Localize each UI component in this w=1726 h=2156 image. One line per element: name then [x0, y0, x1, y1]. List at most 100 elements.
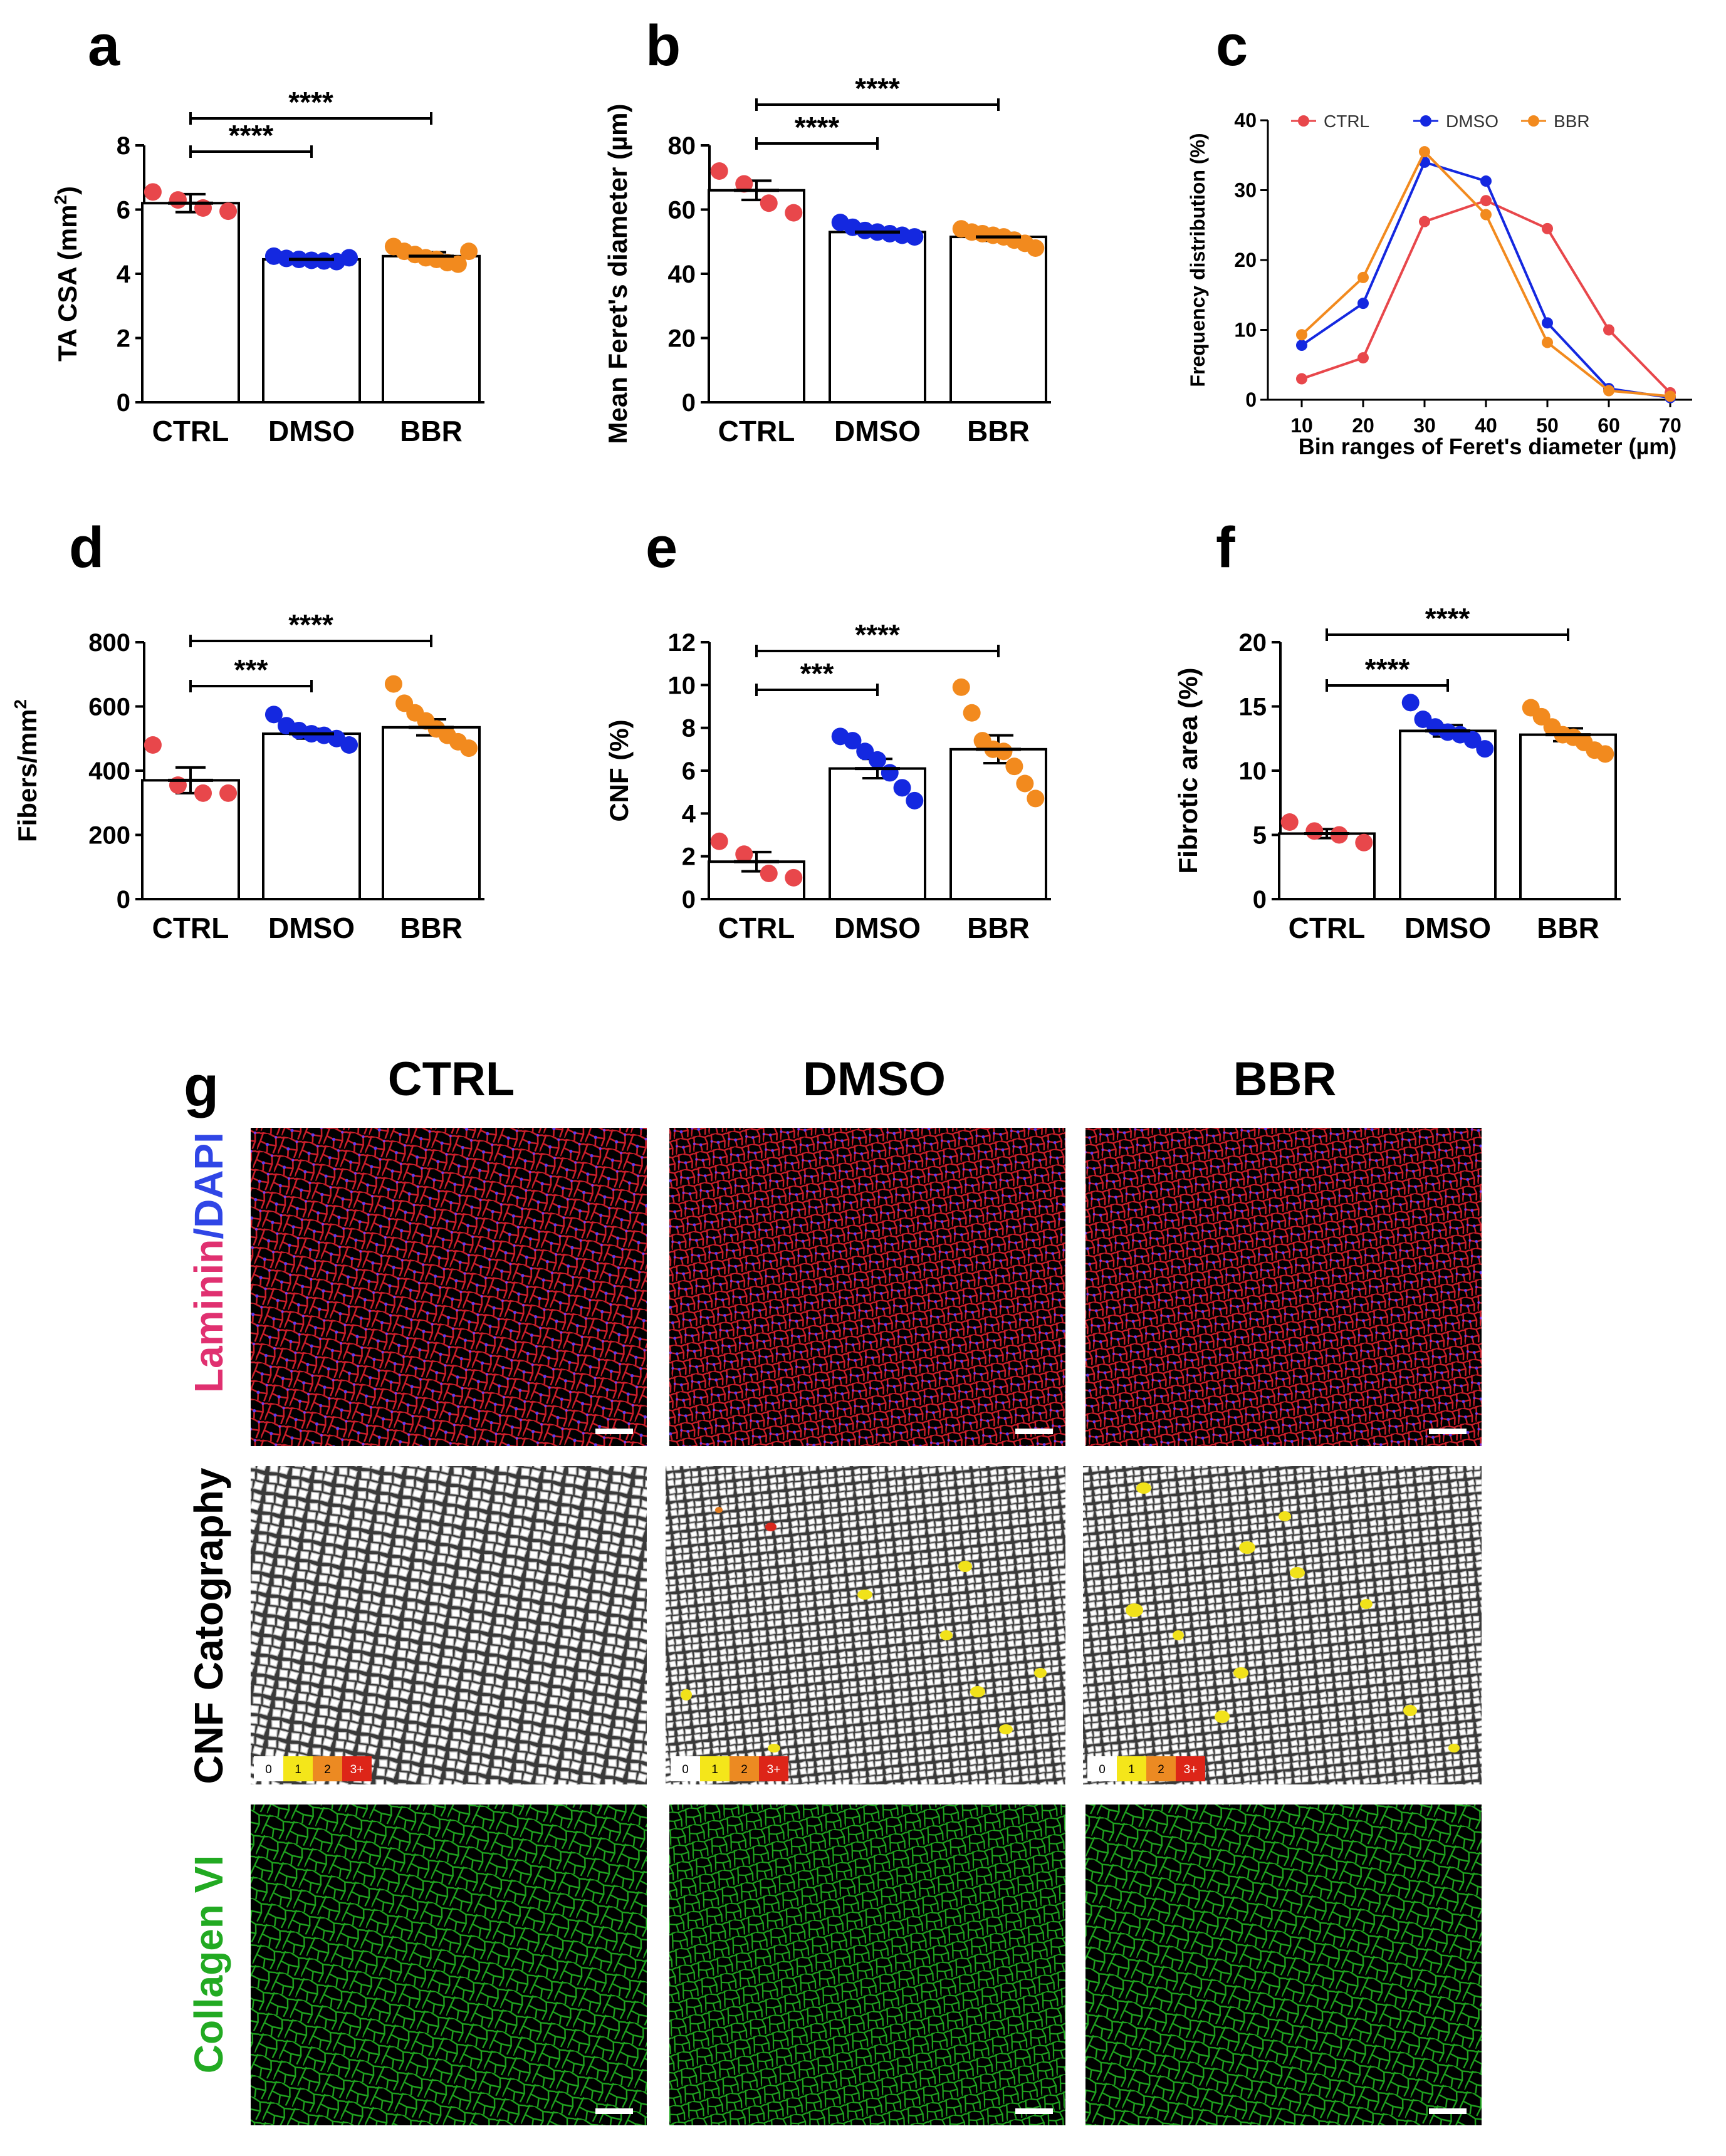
data-point-dmso	[1401, 694, 1420, 712]
scale-bar	[1015, 2108, 1053, 2114]
chart-f: 0 5 10 15 20 Fibrotic area (%) CTRL DMSO BBR ****…	[1173, 602, 1621, 944]
y-axis-label: TA CSA (mm2)	[51, 186, 82, 362]
category-label-dmso: DMSO	[834, 912, 921, 944]
legend-label-dmso: DMSO	[1446, 112, 1498, 131]
series-point-dmso	[1296, 340, 1307, 352]
series-line-ctrl	[1301, 199, 1671, 394]
g-col-ctrl: CTRL	[388, 1053, 515, 1106]
data-point-bbr	[995, 742, 1013, 761]
y-axis-label: Mean Feret's diameter (µm)	[603, 103, 632, 444]
data-point-ctrl	[144, 183, 162, 201]
bar-bbr	[949, 747, 1047, 901]
significance-label: ****	[288, 608, 333, 641]
y-axis-label-text: CNF (%)	[604, 719, 634, 821]
x-tick-label: 70	[1659, 414, 1682, 437]
series-point-bbr	[1665, 390, 1676, 402]
data-point-dmso	[906, 791, 924, 810]
data-point-bbr	[1016, 774, 1034, 793]
cnf-key-label: 3+	[767, 1763, 781, 1776]
significance-label: ****	[855, 618, 900, 651]
chart-b: 0 20 40 60 80 Mean Feret's diameter (µm) CTRL D…	[603, 72, 1051, 447]
g-row-laminin-label: Laminin/DAPI	[186, 1132, 231, 1393]
y-axis-label: CNF (%)	[604, 719, 634, 821]
data-point-bbr	[1027, 239, 1045, 257]
cnf-key-bbr: 0 1 2 3+	[1087, 1756, 1205, 1781]
g-row-laminin-a: Laminin	[186, 1239, 231, 1393]
bar-ctrl	[141, 202, 240, 404]
data-point-dmso	[1476, 740, 1494, 758]
series-point-ctrl	[1603, 324, 1614, 336]
cnf-key-dmso: 0 1 2 3+	[671, 1756, 788, 1781]
y-tick-label: 5	[1253, 822, 1267, 850]
series-point-bbr	[1542, 336, 1553, 348]
series-point-bbr	[1357, 271, 1369, 283]
data-point-ctrl	[1280, 813, 1299, 831]
panel-label-f: f	[1216, 516, 1235, 580]
data-point-ctrl	[219, 202, 238, 221]
y-tick-label: 6	[117, 197, 130, 224]
x-tick-label: 30	[1413, 414, 1436, 437]
y-tick-label: 20	[1234, 249, 1257, 271]
legend-label-ctrl: CTRL	[1324, 112, 1369, 131]
cnf-key-label: 3+	[350, 1763, 364, 1776]
data-point-ctrl	[1305, 822, 1324, 840]
scale-bar	[595, 2108, 633, 2114]
data-point-ctrl	[710, 832, 728, 850]
bar-dmso	[829, 231, 926, 404]
y-tick-label: 4	[117, 261, 131, 288]
y-tick-label: 10	[668, 672, 696, 699]
x-tick-label: 10	[1290, 414, 1313, 437]
category-label-bbr: BBR	[1537, 912, 1599, 944]
y-tick-label: 12	[668, 629, 696, 657]
y-tick-label: 20	[668, 325, 696, 353]
scale-bar	[1015, 1429, 1053, 1434]
g-row-laminin-b: DAPI	[186, 1132, 231, 1228]
data-point-ctrl	[785, 868, 803, 887]
significance-label: ***	[234, 654, 268, 686]
cnf-key-label: 1	[295, 1763, 301, 1776]
cnf-key-label: 1	[1128, 1763, 1135, 1776]
data-point-ctrl	[144, 736, 162, 754]
data-point-ctrl	[710, 162, 728, 180]
category-label-dmso: DMSO	[268, 912, 355, 944]
panel-label-c: c	[1216, 14, 1248, 78]
data-point-ctrl	[760, 865, 778, 882]
category-label-bbr: BBR	[400, 912, 463, 944]
legend-swatch-point	[1420, 115, 1431, 127]
legend-swatch-point	[1298, 115, 1309, 127]
y-axis-label-sup: 2	[11, 699, 30, 709]
data-point-dmso	[869, 751, 886, 769]
significance-label: ****	[1425, 602, 1470, 635]
cnf-key-label: 2	[1158, 1763, 1164, 1776]
img-laminin-ctrl	[251, 1128, 647, 1446]
significance-label: ****	[795, 111, 840, 143]
data-point-bbr	[449, 255, 467, 273]
category-label-bbr: BBR	[967, 415, 1030, 447]
y-tick-label: 0	[682, 389, 696, 417]
series-point-dmso	[1480, 175, 1492, 187]
y-tick-label: 0	[1253, 886, 1267, 914]
y-tick-label: 4	[682, 800, 696, 828]
y-tick-label: 200	[88, 822, 130, 850]
cnf-key-swatch	[759, 1756, 788, 1781]
legend-swatch-point	[1528, 115, 1539, 127]
data-point-dmso	[264, 706, 283, 724]
data-point-bbr	[1027, 789, 1045, 808]
y-tick-label: 30	[1234, 179, 1257, 202]
x-tick-label: 40	[1475, 414, 1497, 437]
cnf-key-label: 2	[741, 1763, 748, 1776]
data-point-dmso	[906, 228, 924, 246]
panel-label-d: d	[69, 516, 104, 580]
cnf-key-label: 2	[324, 1763, 331, 1776]
y-tick-label: 8	[682, 715, 696, 742]
data-point-dmso	[340, 736, 358, 754]
significance-label: ****	[855, 72, 900, 105]
legend-label-bbr: BBR	[1554, 112, 1590, 131]
y-axis-label: Frequency distribution (%)	[1186, 133, 1209, 387]
y-tick-label: 0	[1245, 388, 1257, 411]
category-label-ctrl: CTRL	[152, 912, 229, 944]
y-tick-label: 0	[682, 886, 696, 914]
img-laminin-bbr	[1085, 1128, 1482, 1446]
